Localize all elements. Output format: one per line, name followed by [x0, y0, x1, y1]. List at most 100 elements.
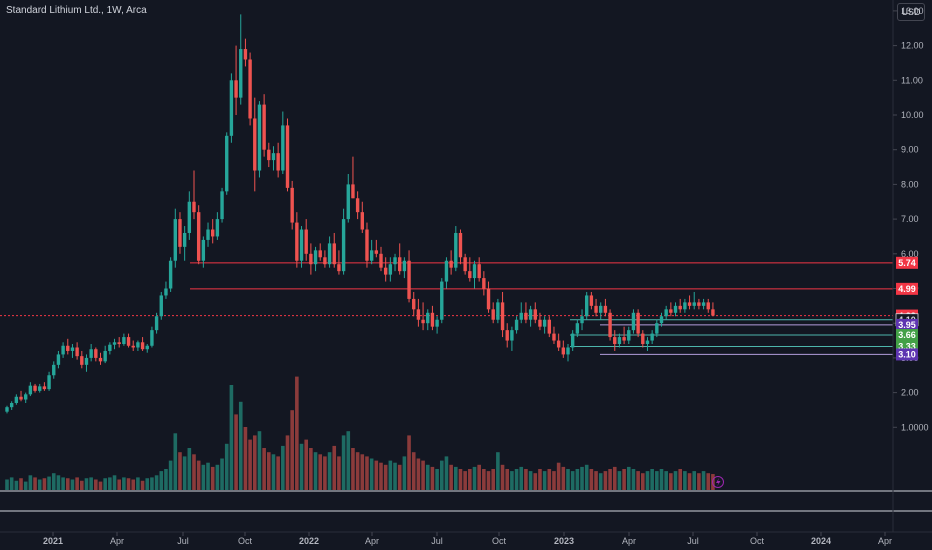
- y-tick-label: 2.00: [901, 388, 919, 398]
- price-levels: [0, 262, 893, 355]
- candle: [225, 132, 229, 195]
- candle: [622, 326, 626, 345]
- candle: [552, 326, 556, 345]
- candle: [196, 205, 201, 265]
- candle: [239, 14, 243, 105]
- candle: [243, 38, 248, 67]
- volume-bar: [444, 456, 449, 490]
- candle: [505, 323, 509, 348]
- candle: [70, 344, 75, 358]
- candle: [182, 226, 187, 261]
- volume-bar: [84, 478, 89, 490]
- candle: [318, 243, 322, 261]
- volume-bar: [687, 473, 692, 490]
- candle: [253, 97, 257, 192]
- candle: [636, 309, 640, 338]
- volume-bar: [360, 454, 365, 490]
- volume-bar: [5, 479, 9, 490]
- volume-bar: [388, 460, 393, 490]
- volume-bar: [313, 452, 318, 490]
- candle: [608, 309, 612, 341]
- candle: [80, 350, 84, 369]
- candle: [402, 257, 407, 279]
- volume-bar: [122, 477, 126, 490]
- volume-bar: [416, 458, 421, 490]
- volume-bar: [131, 479, 136, 490]
- volume-bar: [397, 464, 402, 490]
- volume-bar: [383, 464, 388, 490]
- volume-bar: [379, 462, 383, 490]
- candle: [683, 298, 687, 313]
- volume-bar: [589, 469, 594, 490]
- volume-bar: [664, 471, 668, 490]
- candle: [332, 232, 336, 268]
- candle: [178, 212, 182, 254]
- volume-bar: [374, 460, 379, 490]
- volume-bar: [608, 469, 612, 490]
- volume-bar: [309, 448, 313, 490]
- candle: [327, 236, 332, 268]
- currency-button[interactable]: USD: [897, 3, 925, 21]
- candle: [458, 229, 463, 265]
- volume-bar: [23, 481, 28, 490]
- volume-bar: [61, 477, 65, 490]
- candle: [42, 382, 47, 391]
- x-tick-label: Oct: [238, 536, 253, 546]
- volume-bar: [556, 462, 561, 490]
- volume-bar: [19, 478, 23, 490]
- volume-bar: [337, 456, 341, 490]
- volume-bar: [80, 480, 84, 490]
- chart-title: Standard Lithium Ltd., 1W, Arca: [6, 5, 147, 16]
- volume-bar: [126, 478, 131, 490]
- volume-bar: [626, 466, 631, 490]
- lightning-icon[interactable]: [712, 476, 724, 488]
- y-tick-label: 7.00: [901, 214, 919, 224]
- candle: [145, 344, 149, 353]
- volume-bar: [486, 471, 491, 490]
- candle: [94, 347, 98, 362]
- volume-bar: [243, 427, 248, 490]
- candle: [281, 111, 285, 174]
- candle: [351, 156, 355, 199]
- volume-bar: [659, 469, 664, 490]
- x-tick-label: Oct: [750, 536, 765, 546]
- candle: [613, 330, 617, 351]
- volume-bar: [631, 469, 636, 490]
- volume-bar: [33, 477, 37, 490]
- candle: [692, 291, 696, 310]
- candle: [388, 257, 393, 282]
- candle: [140, 337, 145, 351]
- candle: [234, 45, 238, 115]
- price-tag-label: 3.66: [898, 330, 916, 340]
- volume-bar: [70, 479, 75, 490]
- candle: [126, 333, 131, 348]
- candle: [313, 246, 318, 272]
- candle: [304, 219, 308, 261]
- candle: [61, 342, 65, 358]
- volume-bar: [281, 445, 285, 490]
- volume-bar: [187, 448, 192, 490]
- volume-bar: [430, 466, 435, 490]
- volume-bar: [612, 466, 617, 490]
- volume-bar: [341, 435, 346, 490]
- candle: [19, 390, 23, 402]
- volume-bar: [365, 456, 369, 490]
- volume-bar: [196, 460, 201, 490]
- candle: [323, 250, 327, 268]
- candle: [603, 298, 608, 317]
- candle: [295, 212, 299, 268]
- candle: [369, 239, 374, 265]
- volume-bar: [168, 460, 173, 490]
- candle: [524, 302, 528, 324]
- candle: [276, 142, 280, 178]
- candle: [697, 298, 701, 310]
- volume-bar: [617, 471, 622, 490]
- volume-bar: [641, 473, 645, 490]
- candle: [47, 371, 51, 391]
- x-tick-label: Apr: [878, 536, 892, 546]
- volume-bar: [411, 452, 416, 490]
- volume-bar: [108, 477, 112, 490]
- candle: [398, 243, 402, 275]
- candle: [701, 298, 706, 310]
